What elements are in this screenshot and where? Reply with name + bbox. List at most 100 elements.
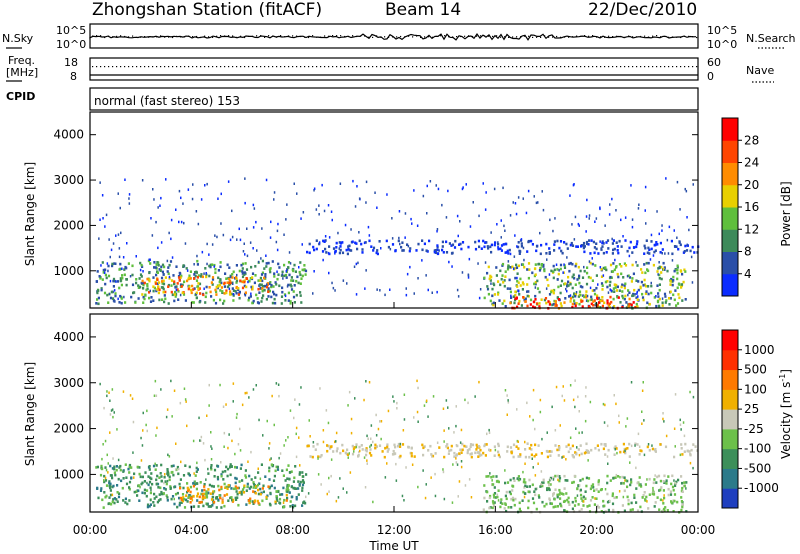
heatmap-cell xyxy=(202,293,205,297)
heatmap-cell xyxy=(659,241,662,245)
heatmap-cell xyxy=(328,236,331,239)
heatmap-cell xyxy=(164,297,167,301)
heatmap-cell xyxy=(174,468,177,471)
heatmap-cell xyxy=(489,279,492,282)
heatmap-cell xyxy=(456,444,459,448)
heatmap-cell xyxy=(296,275,299,279)
heatmap-cell xyxy=(524,462,526,465)
heatmap-cell xyxy=(291,268,294,272)
heatmap-cell xyxy=(563,509,566,512)
heatmap-cell xyxy=(109,296,113,300)
heatmap-cell xyxy=(298,471,301,474)
heatmap-cell xyxy=(275,283,278,286)
nave-dot xyxy=(540,66,542,68)
heatmap-cell xyxy=(251,301,254,305)
heatmap-cell xyxy=(615,241,618,244)
heatmap-cell xyxy=(559,284,562,287)
heatmap-cell xyxy=(97,289,100,292)
heatmap-cell xyxy=(161,298,164,301)
heatmap-cell xyxy=(342,487,344,490)
heatmap-cell xyxy=(106,394,108,398)
heatmap-cell xyxy=(346,453,350,456)
heatmap-cell xyxy=(299,464,301,467)
noise-search-dot xyxy=(428,36,430,38)
heatmap-cell xyxy=(598,296,600,300)
heatmap-cell xyxy=(521,263,525,266)
heatmap-cell xyxy=(590,302,593,306)
heatmap-cell xyxy=(443,429,445,432)
heatmap-cell xyxy=(141,481,144,485)
heatmap-cell xyxy=(522,470,524,474)
heatmap-cell xyxy=(600,275,604,278)
heatmap-cell xyxy=(583,250,586,254)
heatmap-cell xyxy=(623,509,626,513)
heatmap-cell xyxy=(404,236,406,239)
heatmap-cell xyxy=(648,449,651,452)
heatmap-cell xyxy=(512,498,515,502)
noise-search-dot xyxy=(628,35,630,37)
heatmap-cell xyxy=(663,266,666,269)
heatmap-cell xyxy=(372,440,374,444)
heatmap-cell xyxy=(274,281,277,284)
heatmap-cell xyxy=(611,252,614,255)
heatmap-cell xyxy=(355,293,358,296)
heatmap-cell xyxy=(626,249,629,253)
heatmap-cell xyxy=(519,277,522,281)
heatmap-cell xyxy=(255,384,257,387)
heatmap-cell xyxy=(516,439,519,443)
heatmap-cell xyxy=(325,251,328,254)
heatmap-cell xyxy=(177,472,180,476)
heatmap-cell xyxy=(302,475,305,478)
heatmap-cell xyxy=(98,275,101,278)
heatmap-cell xyxy=(610,276,613,279)
heatmap-cell xyxy=(354,397,356,400)
heatmap-cell xyxy=(543,269,546,273)
heatmap-cell xyxy=(396,401,398,405)
heatmap-cell xyxy=(394,452,397,455)
heatmap-cell xyxy=(611,270,615,273)
heatmap-cell xyxy=(368,451,372,455)
noise-search-dot xyxy=(384,36,386,38)
heatmap-cell xyxy=(249,295,252,298)
heatmap-cell xyxy=(286,268,289,271)
noise-search-dot xyxy=(284,36,286,38)
heatmap-cell xyxy=(623,489,626,493)
heatmap-cell xyxy=(600,247,602,250)
heatmap-cell xyxy=(668,303,671,306)
noise-search-dot xyxy=(96,35,98,37)
heatmap-cell xyxy=(434,494,437,498)
heatmap-cell xyxy=(157,486,160,489)
colorbar-swatch xyxy=(722,428,738,450)
heatmap-cell xyxy=(285,439,287,442)
noise-search-dot xyxy=(544,35,546,37)
colorbar-swatch xyxy=(722,369,738,390)
heatmap-cell xyxy=(186,489,190,493)
heatmap-cell xyxy=(587,477,591,480)
heatmap-cell xyxy=(375,413,377,417)
heatmap-cell xyxy=(527,290,530,293)
heatmap-cell xyxy=(500,219,502,222)
heatmap-cell xyxy=(656,284,659,287)
noise-search-dot xyxy=(604,36,606,38)
heatmap-cell xyxy=(154,468,157,471)
heatmap-cell xyxy=(301,483,305,487)
noise-search-dot xyxy=(292,35,294,37)
heatmap-cell xyxy=(515,212,518,216)
heatmap-cell xyxy=(178,467,180,471)
heatmap-cell xyxy=(131,264,134,268)
heatmap-cell xyxy=(578,274,581,278)
heatmap-cell xyxy=(238,291,241,295)
heatmap-cell xyxy=(613,283,616,286)
heatmap-cell xyxy=(413,189,415,192)
heatmap-cell xyxy=(644,292,647,295)
heatmap-cell xyxy=(622,235,624,238)
nave-dot xyxy=(176,66,178,68)
heatmap-cell xyxy=(368,239,371,243)
heatmap-cell xyxy=(684,298,687,301)
heatmap-cell xyxy=(266,285,269,289)
heatmap-cell xyxy=(426,212,428,215)
heatmap-cell xyxy=(141,491,144,495)
heatmap-cell xyxy=(104,268,107,272)
heatmap-cell xyxy=(231,273,234,276)
heatmap-cell xyxy=(143,297,146,301)
